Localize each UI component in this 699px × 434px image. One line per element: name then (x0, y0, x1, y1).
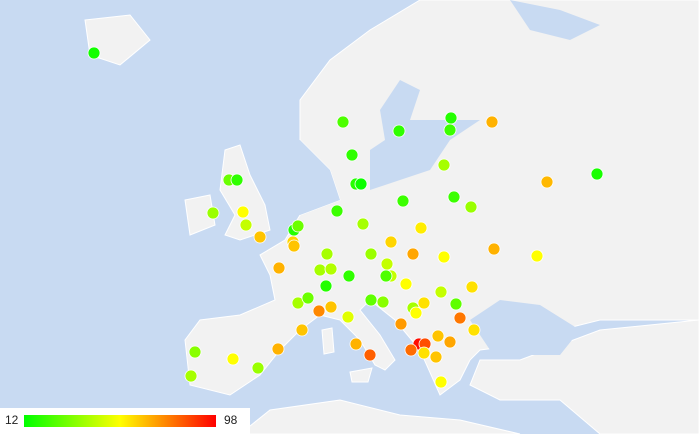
point[interactable] (301, 291, 315, 305)
africa (239, 399, 521, 434)
point[interactable] (291, 296, 305, 310)
baltic-sea (370, 80, 480, 190)
legend-max: 98 (224, 413, 238, 427)
sicily (349, 367, 373, 383)
legend-min: 12 (5, 413, 19, 427)
point[interactable] (447, 190, 461, 204)
point[interactable] (364, 247, 378, 261)
point[interactable] (320, 247, 334, 261)
point[interactable] (467, 323, 481, 337)
point[interactable] (392, 124, 406, 138)
point[interactable] (226, 352, 240, 366)
point[interactable] (336, 115, 350, 129)
point[interactable] (409, 306, 423, 320)
point[interactable] (449, 297, 463, 311)
point[interactable] (434, 285, 448, 299)
point[interactable] (396, 194, 410, 208)
ireland (184, 194, 216, 236)
point[interactable] (188, 345, 202, 359)
point[interactable] (251, 361, 265, 375)
point[interactable] (443, 335, 457, 349)
point[interactable] (287, 239, 301, 253)
point[interactable] (379, 269, 393, 283)
point[interactable] (437, 158, 451, 172)
north-sea (260, 140, 340, 215)
point[interactable] (487, 242, 501, 256)
point[interactable] (313, 263, 327, 277)
point[interactable] (590, 167, 604, 181)
point[interactable] (319, 279, 333, 293)
point[interactable] (230, 173, 244, 187)
point[interactable] (364, 293, 378, 307)
point[interactable] (444, 111, 458, 125)
point[interactable] (429, 350, 443, 364)
point[interactable] (399, 277, 413, 291)
point[interactable] (342, 269, 356, 283)
point[interactable] (485, 115, 499, 129)
point[interactable] (324, 300, 338, 314)
point[interactable] (253, 230, 267, 244)
point[interactable] (431, 329, 445, 343)
black-sea (470, 300, 580, 355)
point[interactable] (349, 337, 363, 351)
point[interactable] (417, 346, 431, 360)
point[interactable] (376, 295, 390, 309)
point[interactable] (437, 250, 451, 264)
point[interactable] (384, 235, 398, 249)
point[interactable] (465, 280, 479, 294)
point[interactable] (464, 200, 478, 214)
point[interactable] (272, 261, 286, 275)
point[interactable] (380, 257, 394, 271)
point[interactable] (312, 304, 326, 318)
point[interactable] (414, 221, 428, 235)
white-sea (510, 0, 600, 40)
point[interactable] (271, 342, 285, 356)
point[interactable] (345, 148, 359, 162)
point[interactable] (540, 175, 554, 189)
point[interactable] (206, 206, 220, 220)
point[interactable] (434, 375, 448, 389)
legend-bar (24, 415, 216, 427)
point[interactable] (291, 219, 305, 233)
point[interactable] (417, 296, 431, 310)
point[interactable] (330, 204, 344, 218)
point[interactable] (443, 123, 457, 137)
point[interactable] (87, 46, 101, 60)
point[interactable] (354, 177, 368, 191)
point[interactable] (341, 310, 355, 324)
point[interactable] (363, 348, 377, 362)
point[interactable] (530, 249, 544, 263)
point[interactable] (356, 217, 370, 231)
point[interactable] (406, 247, 420, 261)
point[interactable] (239, 218, 253, 232)
points (87, 46, 604, 389)
point[interactable] (394, 317, 408, 331)
sardinia (321, 327, 335, 355)
point[interactable] (295, 323, 309, 337)
point[interactable] (453, 311, 467, 325)
point[interactable] (236, 205, 250, 219)
point[interactable] (404, 343, 418, 357)
point[interactable] (184, 369, 198, 383)
point[interactable] (324, 262, 338, 276)
